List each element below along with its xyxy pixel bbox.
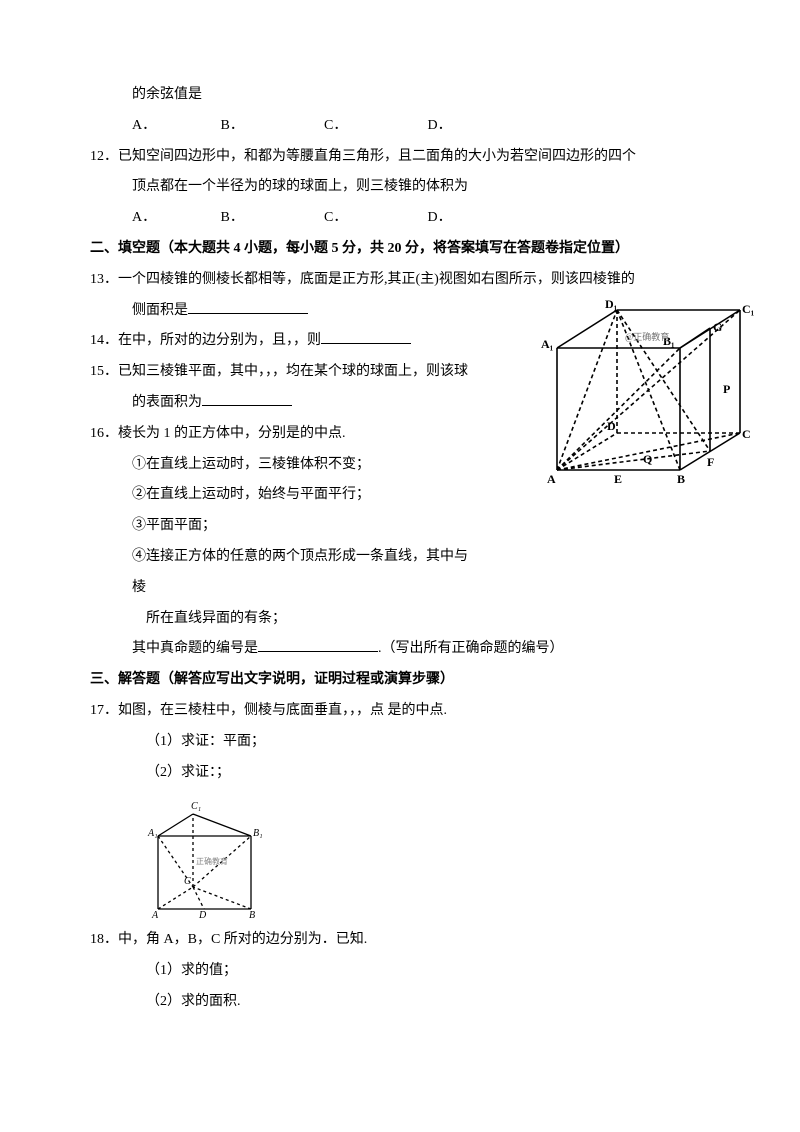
cube-label-G: G bbox=[713, 320, 722, 334]
cube-label-B: B bbox=[677, 472, 685, 486]
q12-choice-d: D． bbox=[428, 203, 488, 234]
q17-num: 17． bbox=[90, 703, 118, 718]
q15-blank bbox=[202, 392, 292, 406]
q17-l2: （1）求证：平面； bbox=[90, 727, 710, 758]
q16-t1: 棱长为 1 的正方体中，分别是的中点. bbox=[118, 426, 346, 441]
q13-num: 13． bbox=[90, 272, 118, 287]
q17-l3: （2）求证：； bbox=[90, 758, 710, 789]
q18-l1: 18．中，角 A，B，C 所对的边分别为．已知. bbox=[90, 925, 710, 956]
section3-header: 三、解答题（解答应写出文字说明，证明过程或演算步骤） bbox=[90, 665, 710, 696]
q12-line1: 12．已知空间四边形中，和都为等腰直角三角形，且二面角的大小为若空间四边形的四个 bbox=[90, 142, 710, 173]
q12-line2: 顶点都在一个半径为的球的球面上，则三棱锥的体积为 bbox=[90, 172, 710, 203]
prism-label-C1: C₁ bbox=[191, 801, 201, 812]
prism-label-B: B bbox=[249, 910, 255, 919]
q15-num: 15． bbox=[90, 364, 118, 379]
prism-label-A1: A₁ bbox=[147, 828, 158, 839]
q15-text2: 的表面积为 bbox=[132, 395, 202, 410]
prism-label-A: A bbox=[151, 910, 159, 919]
q17-l1: 17．如图，在三棱柱中，侧棱与底面垂直，，，点 是的中点. bbox=[90, 696, 710, 727]
q16-num: 16． bbox=[90, 426, 118, 441]
q16-l7: 其中真命题的编号是 .（写出所有正确命题的编号） bbox=[90, 634, 710, 665]
q11-choice-b: B． bbox=[221, 111, 321, 142]
q13-blank bbox=[188, 300, 308, 314]
q12-text1: 已知空间四边形中，和都为等腰直角三角形，且二面角的大小为若空间四边形的四个 bbox=[118, 149, 636, 164]
prism-label-C: C bbox=[184, 876, 191, 887]
prism-label-D: D bbox=[198, 910, 207, 919]
q14-blank bbox=[321, 330, 411, 344]
section2-header: 二、填空题（本大题共 4 小题，每小题 5 分，共 20 分，将答案填写在答题卷… bbox=[90, 234, 710, 265]
cube-label-A: A bbox=[547, 472, 556, 486]
cube-label-C1: C₁ bbox=[742, 302, 755, 316]
cube-figure: A B C D A₁ B₁ C₁ D₁ E F G P Q @正确教育 bbox=[535, 298, 755, 493]
cube-watermark: @正确教育 bbox=[625, 331, 669, 342]
q18-l2: （1）求的值； bbox=[90, 956, 710, 987]
prism-label-B1: B₁ bbox=[253, 828, 263, 839]
cube-label-A1: A₁ bbox=[541, 337, 554, 351]
q16-l5: ④连接正方体的任意的两个顶点形成一条直线，其中与棱 bbox=[90, 542, 710, 604]
q11-choice-a: A． bbox=[132, 111, 217, 142]
q16-blank bbox=[258, 638, 378, 652]
prism-watermark: 正确教育 bbox=[196, 856, 228, 866]
q17-t1: 如图，在三棱柱中，侧棱与底面垂直，，，点 是的中点. bbox=[118, 703, 447, 718]
q18-num: 18． bbox=[90, 932, 118, 947]
q15-text1: 已知三棱锥平面，其中，，，均在某个球的球面上，则该球 bbox=[118, 364, 468, 379]
q18-t1: 中，角 A，B，C 所对的边分别为．已知. bbox=[118, 932, 367, 947]
q12-choices: A． B． C． D． bbox=[90, 203, 710, 234]
cube-label-D: D bbox=[607, 419, 616, 433]
cube-label-E: E bbox=[614, 472, 622, 486]
q18-l3: （2）求的面积. bbox=[90, 987, 710, 1018]
q16-l6: 所在直线异面的有条； bbox=[90, 604, 710, 635]
q13-line1: 13．一个四棱锥的侧棱长都相等，底面是正方形,其正(主)视图如右图所示，则该四棱… bbox=[90, 265, 710, 296]
cube-label-P: P bbox=[723, 382, 730, 396]
cube-label-C: C bbox=[742, 427, 751, 441]
q13-text1: 一个四棱锥的侧棱长都相等，底面是正方形,其正(主)视图如右图所示，则该四棱锥的 bbox=[118, 272, 635, 287]
q14-num: 14． bbox=[90, 333, 118, 348]
prism-figure: A B C D A₁ B₁ C₁ 正确教育 bbox=[146, 794, 276, 919]
q13-text2: 侧面积是 bbox=[132, 303, 188, 318]
cube-label-Q: Q bbox=[643, 452, 652, 466]
q12-choice-a: A． bbox=[132, 203, 217, 234]
q16-t7a: 其中真命题的编号是 bbox=[132, 641, 258, 656]
cube-label-D1: D₁ bbox=[605, 298, 618, 311]
q12-num: 12． bbox=[90, 149, 118, 164]
cube-label-F: F bbox=[707, 455, 714, 469]
q12-choice-b: B． bbox=[221, 203, 321, 234]
q11-choice-d: D． bbox=[428, 111, 488, 142]
q14-text: 在中，所对的边分别为，且，，则 bbox=[118, 333, 321, 348]
q16-l4: ③平面平面； bbox=[90, 511, 710, 542]
q11-choices: A． B． C． D． bbox=[90, 111, 710, 142]
q16-t7b: .（写出所有正确命题的编号） bbox=[378, 641, 564, 656]
q11-choice-c: C． bbox=[324, 111, 424, 142]
q11-frag: 的余弦值是 bbox=[90, 80, 710, 111]
q12-choice-c: C． bbox=[324, 203, 424, 234]
